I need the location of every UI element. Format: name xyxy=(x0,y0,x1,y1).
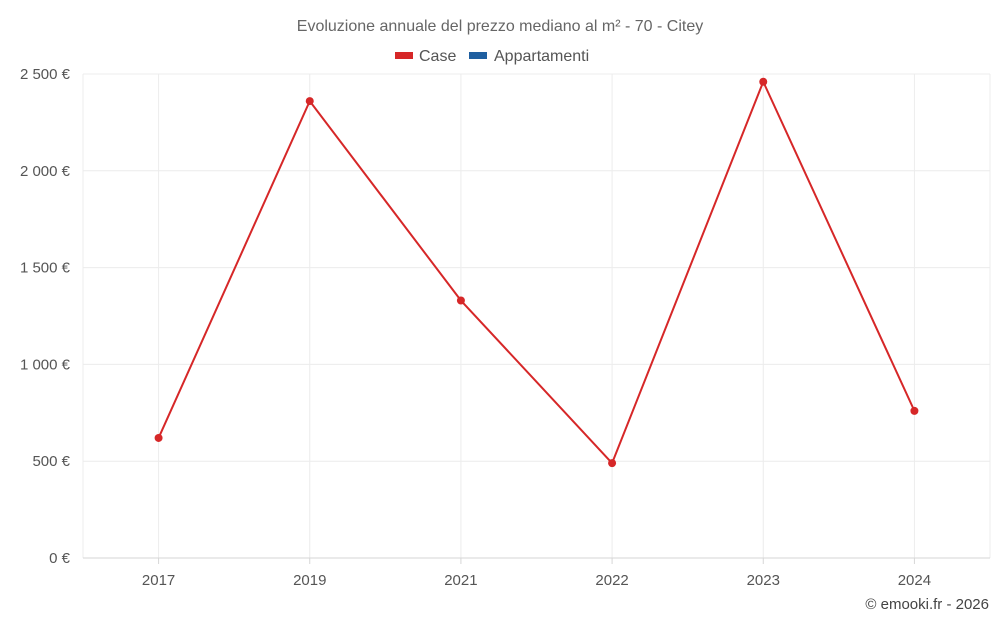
x-tick-label: 2024 xyxy=(898,572,931,589)
data-point-2022[interactable] xyxy=(608,459,617,468)
legend-label-appartamenti[interactable]: Appartamenti xyxy=(494,48,589,65)
x-tick-label: 2022 xyxy=(595,572,628,589)
data-point-2017[interactable] xyxy=(154,433,163,442)
grid-lines xyxy=(82,73,991,558)
x-tick-label: 2023 xyxy=(747,572,780,589)
x-tick-label: 2021 xyxy=(444,572,477,589)
y-tick-label: 500 € xyxy=(32,453,70,470)
data-point-2024[interactable] xyxy=(910,406,919,415)
y-tick-label: 1 000 € xyxy=(20,356,71,373)
data-point-2019[interactable] xyxy=(305,97,314,106)
credit-text: © emooki.fr - 2026 xyxy=(865,596,989,613)
data-point-2023[interactable] xyxy=(759,77,768,86)
legend-swatch-case xyxy=(395,52,413,59)
legend-label-case[interactable]: Case xyxy=(419,48,456,65)
series-line-case xyxy=(157,80,916,465)
x-tick-label: 2019 xyxy=(293,572,326,589)
x-axis-ticks: 2017 2019 2021 2022 2023 2024 xyxy=(142,558,931,589)
y-tick-label: 2 500 € xyxy=(20,66,71,83)
x-tick-label: 2017 xyxy=(142,572,175,589)
y-tick-label: 0 € xyxy=(49,550,71,567)
chart-title: Evoluzione annuale del prezzo mediano al… xyxy=(297,18,703,35)
data-point-2021[interactable] xyxy=(456,296,465,305)
legend-swatch-appartamenti xyxy=(469,52,487,59)
y-axis-ticks: 0 € 500 € 1 000 € 1 500 € 2 000 € 2 500 € xyxy=(20,66,71,567)
y-tick-label: 2 000 € xyxy=(20,163,71,180)
series-layer xyxy=(154,77,919,468)
y-tick-label: 1 500 € xyxy=(20,260,71,277)
legend: Case Appartamenti xyxy=(395,48,589,65)
